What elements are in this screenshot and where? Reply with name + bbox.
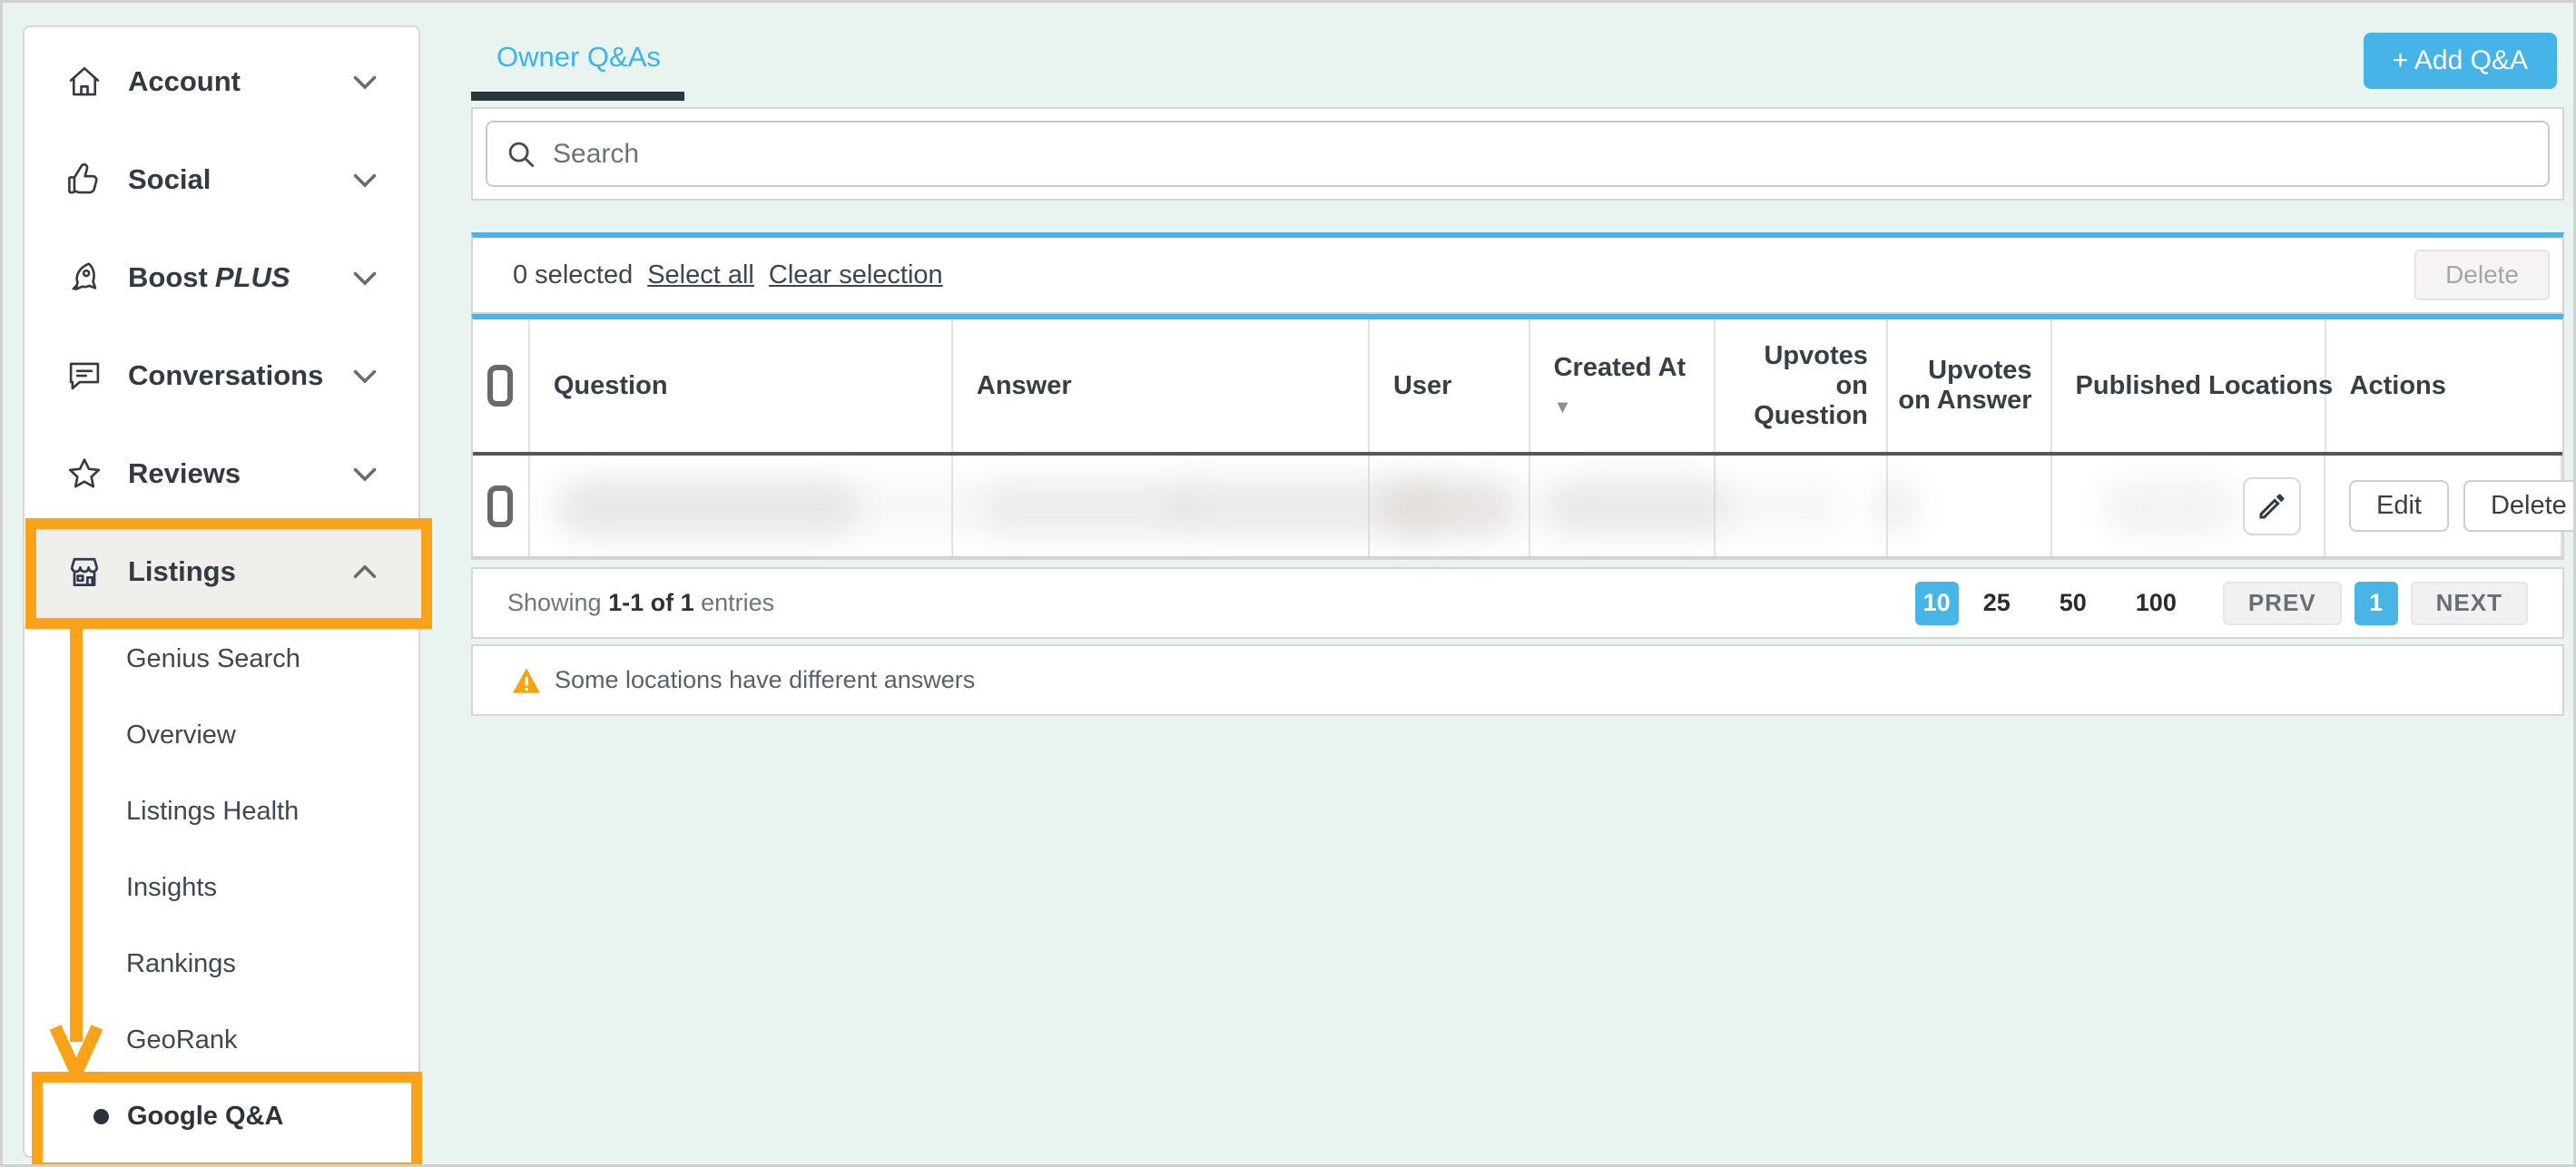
pager-controls: 10 25 50 100 PREV 1 NEXT bbox=[1914, 581, 2528, 625]
main-content: Owner Q&As + Add Q&A 0 selected Select a… bbox=[471, 3, 2573, 1164]
pencil-icon bbox=[2259, 494, 2285, 519]
page-size-50[interactable]: 50 bbox=[2059, 589, 2087, 616]
row-upvotes-answer-redacted bbox=[1888, 456, 2052, 556]
row-upvotes-question-redacted bbox=[1716, 456, 1888, 556]
chevron-down-icon bbox=[353, 173, 377, 188]
edit-locations-button[interactable] bbox=[2243, 477, 2301, 535]
sidebar-subitem-overview[interactable]: Overview bbox=[126, 720, 236, 750]
col-actions: Actions bbox=[2349, 370, 2446, 400]
storefront-icon bbox=[64, 552, 104, 592]
warning-icon bbox=[513, 667, 540, 693]
sidebar-item-social[interactable]: Social bbox=[25, 131, 418, 229]
select-all-link[interactable]: Select all bbox=[647, 260, 754, 289]
star-icon bbox=[64, 454, 104, 494]
row-question-redacted bbox=[530, 456, 953, 556]
redacted-blur bbox=[2102, 479, 2238, 535]
col-question[interactable]: Question bbox=[530, 319, 953, 452]
search-input[interactable] bbox=[553, 138, 2532, 170]
table-header-row: Question Answer User Created At ▼ Upvote… bbox=[473, 319, 2562, 456]
search-box[interactable] bbox=[486, 121, 2550, 187]
sort-desc-icon[interactable]: ▼ bbox=[1553, 397, 1572, 417]
redacted-blur bbox=[981, 479, 1199, 535]
plus-badge: PLUS bbox=[214, 261, 290, 293]
row-actions: Edit Delete bbox=[2325, 456, 2573, 556]
page-size-100[interactable]: 100 bbox=[2135, 589, 2177, 616]
page-number-1[interactable]: 1 bbox=[2354, 581, 2398, 625]
page-size-10[interactable]: 10 bbox=[1914, 581, 1959, 625]
selected-count: 0 selected bbox=[513, 260, 634, 289]
sidebar-item-label: Social bbox=[128, 163, 211, 195]
select-all-checkbox[interactable] bbox=[487, 365, 514, 407]
row-checkbox[interactable] bbox=[487, 485, 514, 527]
col-upvotes-question[interactable]: Upvotes on Question bbox=[1716, 319, 1888, 452]
showing-entries-text: Showing 1-1 of 1 entries bbox=[507, 589, 775, 616]
sidebar-subitem-google-qa[interactable]: Google Q&A bbox=[25, 1078, 418, 1154]
sidebar-item-label: Account bbox=[128, 65, 241, 97]
qa-table: Question Answer User Created At ▼ Upvote… bbox=[471, 314, 2573, 560]
sidebar-item-reviews[interactable]: Reviews bbox=[25, 425, 418, 523]
search-icon bbox=[508, 142, 535, 167]
page-size-25[interactable]: 25 bbox=[1982, 589, 2011, 616]
redacted-blur bbox=[1385, 479, 1512, 535]
sidebar-item-boost-plus[interactable]: Boost PLUS bbox=[25, 229, 418, 327]
active-bullet-icon bbox=[93, 1108, 109, 1124]
table-row: Edit Delete bbox=[473, 456, 2573, 558]
sidebar-item-label: Listings bbox=[128, 555, 236, 587]
chevron-down-icon bbox=[353, 75, 377, 90]
edit-button[interactable]: Edit bbox=[2349, 480, 2449, 532]
sidebar-subitem-rankings[interactable]: Rankings bbox=[126, 948, 236, 978]
sidebar-subitem-genius-search[interactable]: Genius Search bbox=[126, 643, 300, 673]
sidebar-item-listings[interactable]: Listings bbox=[25, 523, 418, 621]
next-page-button[interactable]: NEXT bbox=[2410, 581, 2528, 625]
warning-message: Some locations have different answers bbox=[555, 666, 976, 693]
clear-selection-link[interactable]: Clear selection bbox=[768, 260, 943, 289]
col-answer[interactable]: Answer bbox=[953, 319, 1370, 452]
sidebar-item-conversations[interactable]: Conversations bbox=[25, 327, 418, 425]
redacted-blur bbox=[1549, 479, 1730, 535]
tab-owner-qas[interactable]: Owner Q&As bbox=[471, 28, 684, 101]
chevron-down-icon bbox=[353, 271, 377, 286]
pagination-bar: Showing 1-1 of 1 entries 10 25 50 100 PR… bbox=[471, 567, 2564, 639]
search-section bbox=[471, 107, 2564, 201]
sidebar-subitem-georank[interactable]: GeoRank bbox=[126, 1025, 238, 1054]
row-user-redacted bbox=[1370, 456, 1530, 556]
redacted-blur bbox=[1875, 479, 1915, 535]
sidebar-item-label: Boost PLUS bbox=[128, 261, 290, 293]
sidebar-subitem-insights[interactable]: Insights bbox=[126, 872, 217, 902]
sidebar-item-label: Conversations bbox=[128, 359, 324, 391]
thumbs-up-icon bbox=[64, 160, 104, 200]
chevron-up-icon bbox=[353, 564, 377, 578]
row-answer-redacted bbox=[953, 456, 1370, 556]
add-qa-button[interactable]: + Add Q&A bbox=[2363, 33, 2557, 89]
col-published-locations[interactable]: Published Locations bbox=[2052, 319, 2333, 452]
col-created-at[interactable]: Created At ▼ bbox=[1530, 319, 1716, 452]
row-created-at-redacted bbox=[1530, 456, 1716, 556]
row-published-locations-redacted bbox=[2052, 456, 2325, 556]
sidebar-subitem-listings-health[interactable]: Listings Health bbox=[126, 796, 300, 826]
redacted-blur bbox=[560, 479, 860, 535]
prev-page-button[interactable]: PREV bbox=[2222, 581, 2342, 625]
sidebar-item-account[interactable]: Account bbox=[25, 33, 418, 131]
col-upvotes-answer[interactable]: Upvotes on Answer bbox=[1888, 319, 2052, 452]
delete-button[interactable]: Delete bbox=[2463, 480, 2573, 532]
bulk-delete-button[interactable]: Delete bbox=[2414, 250, 2550, 300]
chat-bubble-icon bbox=[64, 356, 104, 396]
col-user[interactable]: User bbox=[1370, 319, 1530, 452]
rocket-icon bbox=[64, 258, 104, 298]
warning-bar: Some locations have different answers bbox=[471, 644, 2564, 716]
sidebar-item-label: Reviews bbox=[128, 457, 241, 489]
sidebar: Account Social Boost PLUS Conversations bbox=[23, 25, 432, 1164]
annotation-arrow-icon bbox=[50, 628, 103, 1082]
selection-bar: 0 selected Select all Clear selection De… bbox=[471, 232, 2564, 314]
home-icon bbox=[64, 62, 104, 102]
chevron-down-icon bbox=[353, 467, 377, 482]
redacted-blur bbox=[547, 479, 1845, 535]
chevron-down-icon bbox=[353, 369, 377, 384]
